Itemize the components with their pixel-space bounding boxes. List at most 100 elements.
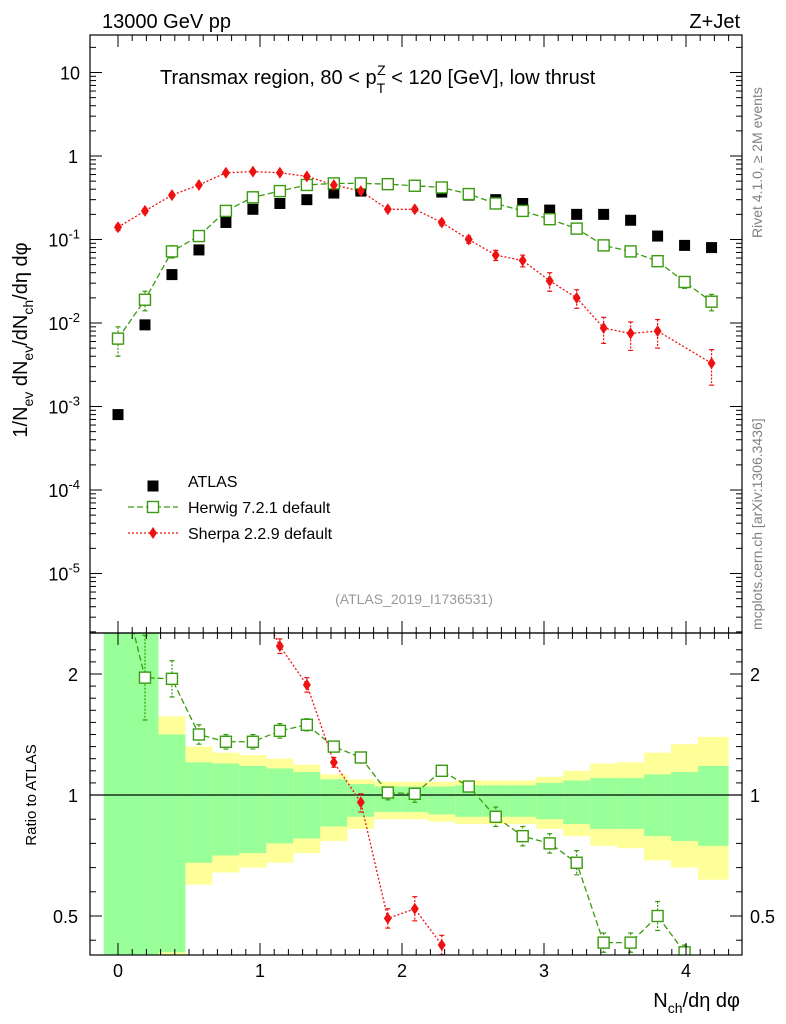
herwig-point: [273, 184, 287, 198]
sherpa-point: [491, 249, 500, 262]
ratio-uncertainty-bands: [103, 633, 729, 955]
herwig-ratio-point: [462, 780, 475, 793]
herwig-point: [597, 239, 610, 252]
herwig-point: [705, 295, 718, 308]
herwig-point: [165, 245, 179, 258]
herwig-point: [624, 245, 637, 258]
stat-uncertainty-band: [158, 734, 186, 953]
sherpa-point: [114, 221, 122, 234]
atlas-point: [193, 244, 205, 256]
atlas-point: [220, 216, 232, 228]
sherpa-ratio-point: [356, 796, 365, 809]
sherpa-point: [626, 327, 635, 340]
y-tick-label: 10-4: [48, 477, 80, 501]
x-tick-label: 4: [681, 961, 691, 981]
sherpa-line: [117, 170, 712, 364]
herwig-ratio-point: [219, 735, 233, 748]
y-tick-label: 10-3: [48, 394, 80, 418]
atlas-point: [166, 269, 178, 281]
ratio-y-tick-label: 2: [68, 665, 78, 685]
legend-label: ATLAS: [188, 474, 238, 491]
rivet-version-text: Rivet 4.1.0, ≥ 2M events: [749, 87, 765, 238]
atlas-point: [571, 208, 583, 220]
stat-uncertainty-band: [293, 772, 321, 839]
analysis-id: (ATLAS_2019_I1736531): [335, 591, 493, 607]
herwig-ratio-point: [624, 936, 637, 949]
sherpa-ratio-point: [437, 939, 446, 952]
herwig-ratio-point: [138, 671, 152, 684]
stat-uncertainty-band: [131, 633, 159, 955]
legend-atlas-marker: [147, 480, 159, 492]
ratio-y-tick-label-right: 2: [750, 665, 760, 685]
sherpa-ratio-line: [272, 633, 443, 946]
herwig-point: [381, 177, 394, 191]
herwig-ratio-point: [651, 909, 664, 923]
herwig-ratio-line: [133, 633, 686, 953]
stat-uncertainty-band: [320, 779, 348, 827]
ratio-y-tick-label-right: 1: [750, 786, 760, 806]
herwig-point: [111, 332, 125, 345]
sherpa-point: [221, 166, 230, 179]
sherpa-point: [248, 165, 257, 178]
y-tick-label: 10-5: [48, 561, 80, 585]
herwig-point: [570, 222, 583, 235]
herwig-point: [435, 181, 448, 194]
sherpa-point: [140, 204, 149, 217]
herwig-ratio-point: [570, 856, 583, 869]
herwig-ratio-point: [354, 751, 368, 764]
energy-label: 13000 GeV pp: [102, 11, 231, 33]
stat-uncertainty-band: [698, 765, 729, 846]
sherpa-point: [599, 322, 608, 335]
stat-uncertainty-band: [266, 768, 294, 844]
ratio-y-tick-label: 0.5: [53, 907, 78, 927]
sherpa-point: [518, 254, 527, 267]
sherpa-point: [464, 233, 473, 246]
main-plot-data: [111, 165, 718, 421]
x-tick-label: 2: [397, 961, 407, 981]
legend-herwig-marker: [146, 500, 160, 514]
main-plot-frame: [89, 34, 743, 634]
herwig-point: [543, 213, 556, 226]
sherpa-point: [410, 203, 419, 216]
stat-uncertainty-band: [212, 763, 240, 856]
herwig-ratio-point: [381, 786, 394, 799]
atlas-point: [706, 242, 718, 254]
herwig-point: [408, 179, 421, 192]
plot-title: Transmax region, 80 < pTZ < 120 [GeV], l…: [160, 62, 596, 96]
ratio-plot-data: [133, 633, 691, 955]
sherpa-point: [329, 178, 338, 191]
herwig-ratio-point: [273, 724, 287, 738]
y-tick-label: 1: [68, 147, 78, 167]
atlas-point: [625, 214, 637, 226]
sherpa-point: [167, 189, 176, 202]
y-tick-label: 10-2: [48, 310, 80, 334]
sherpa-ratio-point: [410, 902, 419, 915]
sherpa-point: [572, 291, 581, 304]
atlas-point: [517, 197, 529, 209]
herwig-ratio-point: [543, 837, 556, 850]
atlas-point: [328, 187, 340, 199]
stat-uncertainty-band: [103, 633, 132, 955]
sherpa-point: [545, 274, 554, 287]
atlas-point: [544, 204, 556, 216]
legend-label: Herwig 7.2.1 default: [188, 500, 331, 517]
y-tick-label: 10-1: [48, 227, 80, 251]
sherpa-point: [302, 170, 311, 183]
herwig-point: [516, 204, 529, 218]
herwig-ratio-point: [300, 718, 314, 732]
sherpa-point: [356, 185, 365, 198]
y-tick-label: 10: [60, 64, 80, 84]
herwig-point: [489, 197, 502, 210]
stat-uncertainty-band: [671, 772, 699, 841]
atlas-point: [652, 230, 664, 242]
herwig-ratio-point: [246, 735, 260, 748]
legend: ATLAS Herwig 7.2.1 default Sherpa 2.2.9 de…: [128, 474, 333, 543]
stat-uncertainty-band: [563, 780, 591, 825]
herwig-ratio-point: [489, 810, 502, 823]
herwig-ratio-point: [597, 936, 610, 949]
atlas-point: [679, 239, 691, 251]
atlas-point: [301, 194, 313, 206]
stat-uncertainty-band: [617, 778, 645, 829]
sherpa-point: [707, 357, 716, 370]
ratio-y-tick-label: 1: [68, 786, 78, 806]
